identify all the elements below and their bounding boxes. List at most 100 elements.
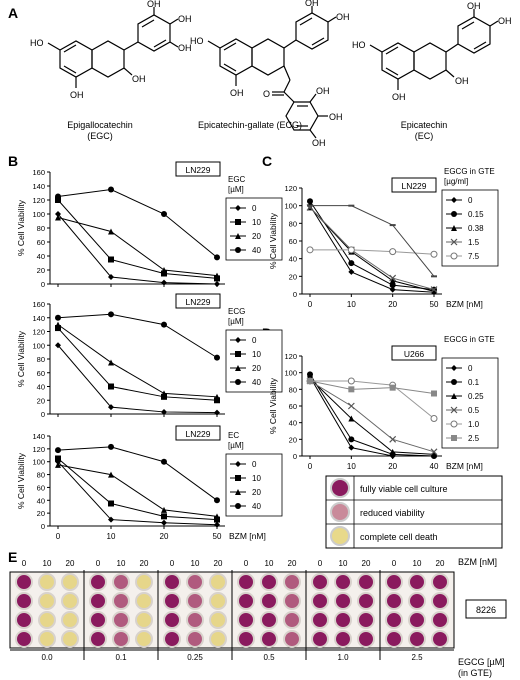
y-tick-label: 20 — [37, 396, 45, 405]
data-point — [389, 384, 396, 391]
plate-well — [89, 630, 107, 648]
plate-well — [135, 573, 153, 591]
data-point — [430, 448, 438, 456]
x-tick-label: 50 — [430, 300, 439, 309]
ecg-oh-top: OH — [305, 0, 319, 8]
legend-marker — [235, 503, 241, 509]
structure-ec — [369, 9, 499, 90]
plate-well — [15, 611, 33, 629]
y-tick-label: 0 — [293, 290, 297, 299]
y-tick-label: 60 — [37, 369, 45, 378]
data-point — [214, 521, 220, 528]
data-point — [347, 377, 355, 385]
plate-egcg-value: 0.0 — [41, 653, 53, 662]
plate-dose-label: 20 — [140, 559, 149, 568]
legend-unit: [µM] — [228, 317, 244, 326]
data-point — [108, 443, 114, 450]
plate-well — [237, 592, 255, 610]
data-point — [161, 279, 167, 286]
plate-well — [163, 573, 181, 591]
data-point — [55, 455, 61, 462]
series-line — [57, 324, 218, 398]
plate-egcg-value: 1.0 — [337, 653, 349, 662]
ecg-ho: HO — [190, 36, 204, 46]
chart-d: 0 20 40 60 80 100 120 0 10 20 40 % Cell Viability BZ… — [268, 335, 499, 471]
y-tick-label: 160 — [32, 168, 45, 177]
plate-well — [89, 592, 107, 610]
y-tick-label: 60 — [37, 483, 45, 492]
plate-well — [431, 592, 449, 610]
legend-label: 1.5 — [468, 238, 480, 247]
data-point — [55, 461, 61, 468]
plate-cell-line: 8226 — [476, 605, 496, 615]
y-tick-label: 140 — [32, 182, 45, 191]
y-tick-label: 0 — [41, 280, 45, 289]
plate-dose-label: 10 — [413, 559, 422, 568]
series-line — [57, 464, 218, 517]
legend-title: EGCG in GTE — [444, 335, 495, 344]
y-tick-label: 120 — [32, 196, 45, 205]
legend-swatch-dead — [330, 526, 350, 546]
plate-well — [311, 611, 329, 629]
plate-panel: 0 10 20 0.0 0 10 20 0.1 0 10 20 0.25 0 10 20 0.5 0 10 20 1.… — [9, 559, 455, 662]
plate-well — [385, 611, 403, 629]
series-line — [309, 374, 435, 457]
x-tick-label: 20 — [388, 300, 397, 309]
x-tick-label: 40 — [430, 462, 439, 471]
y-tick-label: 120 — [32, 445, 45, 454]
plate-dose-label: 10 — [43, 559, 52, 568]
data-point — [161, 211, 167, 217]
cell-line-tag: LN229 — [185, 165, 210, 175]
plate-well — [186, 592, 204, 610]
plate-well — [408, 611, 426, 629]
data-point — [348, 436, 355, 443]
plate-well — [311, 573, 329, 591]
egc-ho: HO — [30, 38, 44, 48]
x-tick-label: 10 — [347, 462, 356, 471]
data-point — [55, 197, 61, 203]
data-point — [55, 321, 61, 328]
legend-unit: [µM] — [228, 185, 244, 194]
data-point — [161, 321, 167, 328]
x-axis-label: BZM [nM] — [446, 299, 483, 309]
plate-well — [209, 611, 227, 629]
cell-line-tag-box — [175, 161, 221, 177]
legend-marker — [235, 475, 241, 481]
plate-well — [431, 573, 449, 591]
legend-label: 40 — [252, 378, 261, 387]
legend-title: ECG — [228, 307, 245, 316]
panel-letter-a: A — [8, 5, 18, 21]
plate-well — [283, 573, 301, 591]
cell-line-tag: LN229 — [185, 429, 210, 439]
x-tick-label: 0 — [308, 300, 313, 309]
plate-well — [112, 611, 130, 629]
panel-letter-b: B — [8, 153, 18, 169]
plate-well — [357, 611, 375, 629]
plate-well — [311, 592, 329, 610]
series-line — [57, 461, 218, 526]
plate-well — [112, 573, 130, 591]
panel-letter-e: E — [8, 549, 17, 565]
legend-marker — [451, 393, 457, 399]
plate-well — [209, 630, 227, 648]
plate-legend: fully viable cell culture reduced viabil… — [325, 475, 503, 549]
legend-marker — [235, 365, 241, 371]
series-line — [57, 199, 218, 279]
y-tick-label: 60 — [289, 402, 297, 411]
legend-marker — [235, 489, 241, 495]
data-point — [214, 272, 220, 279]
legend-label: 40 — [252, 502, 261, 511]
x-tick-label: 0 — [308, 462, 313, 471]
plate-well — [431, 611, 449, 629]
data-point — [108, 471, 114, 478]
ecg-o: O — [263, 89, 270, 99]
ecg-oh-right: OH — [336, 12, 350, 22]
y-tick-label: 20 — [289, 272, 297, 281]
data-point — [307, 198, 313, 205]
data-point — [55, 193, 61, 200]
legend-title: EGC — [228, 175, 246, 184]
x-axis-label: BZM [nM] — [446, 461, 483, 471]
data-point — [214, 354, 220, 361]
data-point — [389, 277, 396, 284]
legend-marker — [235, 233, 241, 239]
